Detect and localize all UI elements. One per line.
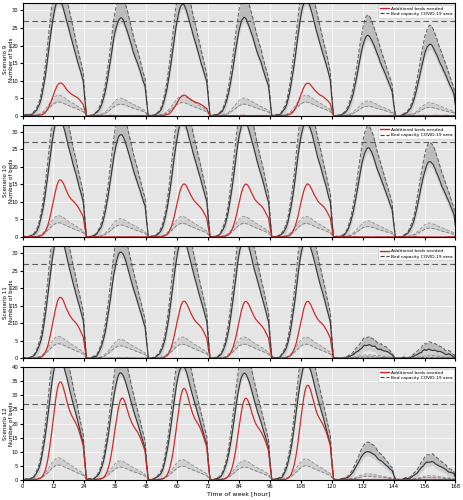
Y-axis label: Scenario 11
Number of beds: Scenario 11 Number of beds — [3, 280, 14, 324]
Legend: Additional beds needed, Bed capacity COVID-19 area: Additional beds needed, Bed capacity COV… — [377, 5, 453, 18]
X-axis label: Time of week [hour]: Time of week [hour] — [207, 492, 270, 496]
Legend: Additional beds needed, Bed capacity COVID-19 area: Additional beds needed, Bed capacity COV… — [377, 126, 453, 139]
Y-axis label: Scenario 10
Number of beds: Scenario 10 Number of beds — [3, 158, 14, 203]
Y-axis label: Scenario 9
Number of beds: Scenario 9 Number of beds — [3, 38, 14, 82]
Legend: Additional beds needed, Bed capacity COVID-19 area: Additional beds needed, Bed capacity COV… — [377, 369, 453, 382]
Y-axis label: Scenario 12
Number of beds: Scenario 12 Number of beds — [3, 402, 14, 446]
Legend: Additional beds needed, Bed capacity COVID-19 area: Additional beds needed, Bed capacity COV… — [377, 248, 453, 260]
